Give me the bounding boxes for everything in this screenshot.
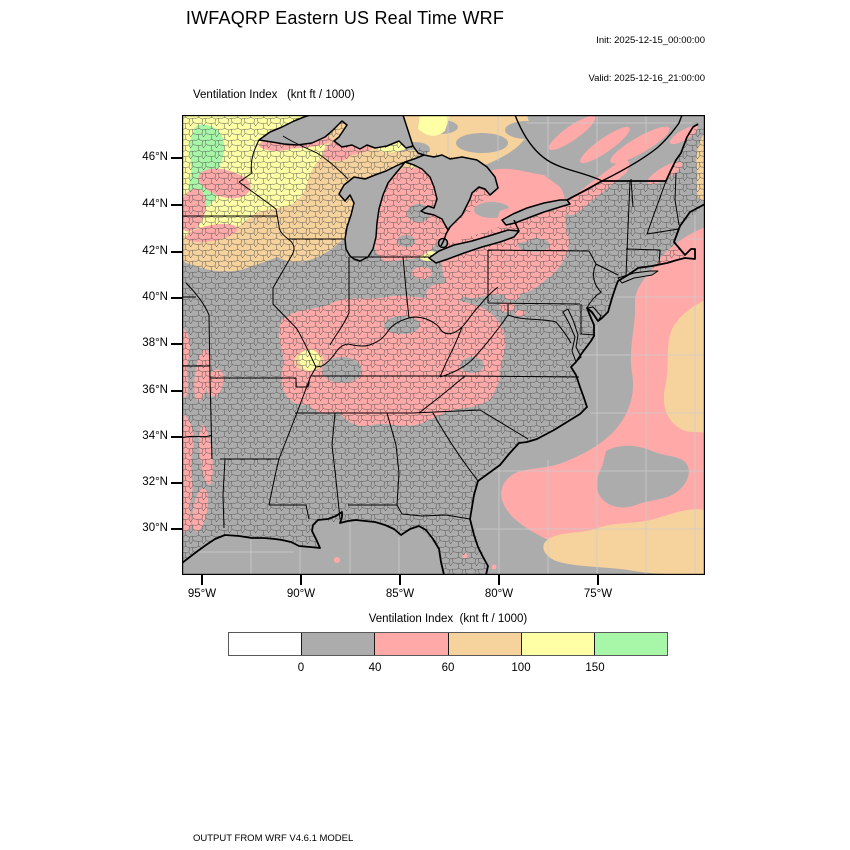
lake-superior bbox=[258, 115, 414, 150]
coastline bbox=[182, 203, 705, 575]
lon-tick-label: 95°W bbox=[187, 588, 217, 600]
colorbar-tick: 40 bbox=[368, 662, 382, 674]
graticule bbox=[182, 115, 705, 575]
colorbar-segment bbox=[374, 633, 448, 655]
lon-tick-label: 90°W bbox=[286, 588, 316, 600]
lon-tick-label: 85°W bbox=[385, 588, 415, 600]
colorbar bbox=[228, 632, 668, 656]
colorbar-segment bbox=[447, 633, 521, 655]
colorbar-tick: 100 bbox=[511, 662, 531, 674]
colorbar-tick: 60 bbox=[441, 662, 455, 674]
model-timestamps: Init: 2025-12-15_00:00:00 Valid: 2025-12… bbox=[588, 10, 705, 110]
map-svg bbox=[182, 115, 705, 575]
lat-tick-label: 30°N bbox=[142, 522, 168, 534]
colorbar-tick: 0 bbox=[297, 662, 305, 674]
colorbar-segment bbox=[229, 633, 302, 655]
page-title: IWFAQRP Eastern US Real Time WRF bbox=[185, 8, 505, 28]
lon-tick-label: 75°W bbox=[583, 588, 613, 600]
init-time: Init: 2025-12-15_00:00:00 bbox=[596, 35, 705, 46]
region-yellow-top-patch bbox=[418, 115, 450, 136]
model-info-line1: OUTPUT FROM WRF V4.6.1 MODEL bbox=[193, 833, 354, 844]
lat-tick-label: 46°N bbox=[142, 151, 168, 163]
colorbar-segment bbox=[301, 633, 375, 655]
field-title: Ventilation Index (knt ft / 1000) bbox=[193, 89, 355, 101]
map-frame bbox=[182, 115, 705, 575]
lat-tick-label: 40°N bbox=[142, 291, 168, 303]
model-info: OUTPUT FROM WRF V4.6.1 MODEL WE = 310 ; … bbox=[193, 808, 567, 850]
lon-tick-label: 80°W bbox=[484, 588, 514, 600]
colorbar-segment bbox=[593, 633, 668, 655]
long-island bbox=[617, 270, 659, 284]
lat-tick-label: 44°N bbox=[142, 198, 168, 210]
lake-champlain bbox=[630, 178, 634, 208]
lat-tick-label: 42°N bbox=[142, 245, 168, 257]
region-ocean-tan-corner bbox=[543, 509, 705, 575]
valid-time: Valid: 2025-12-16_21:00:00 bbox=[588, 72, 705, 84]
state-borders bbox=[182, 135, 680, 529]
colorbar-tick: 150 bbox=[585, 662, 605, 674]
quebec-pink-streaks bbox=[548, 115, 699, 185]
lake-michigan bbox=[338, 161, 406, 262]
lake-erie bbox=[428, 229, 520, 264]
great-lakes bbox=[258, 115, 634, 264]
colorbar-title: Ventilation Index (knt ft / 1000) bbox=[368, 613, 528, 625]
canada-border bbox=[412, 115, 699, 247]
lat-tick-label: 38°N bbox=[142, 337, 168, 349]
lat-tick-label: 34°N bbox=[142, 430, 168, 442]
colorbar-segment bbox=[520, 633, 594, 655]
lake-huron bbox=[404, 154, 499, 231]
lat-tick-label: 32°N bbox=[142, 476, 168, 488]
chesapeake-bay bbox=[562, 308, 582, 363]
lat-tick-label: 36°N bbox=[142, 384, 168, 396]
region-ocean-gray-lens bbox=[596, 445, 689, 508]
